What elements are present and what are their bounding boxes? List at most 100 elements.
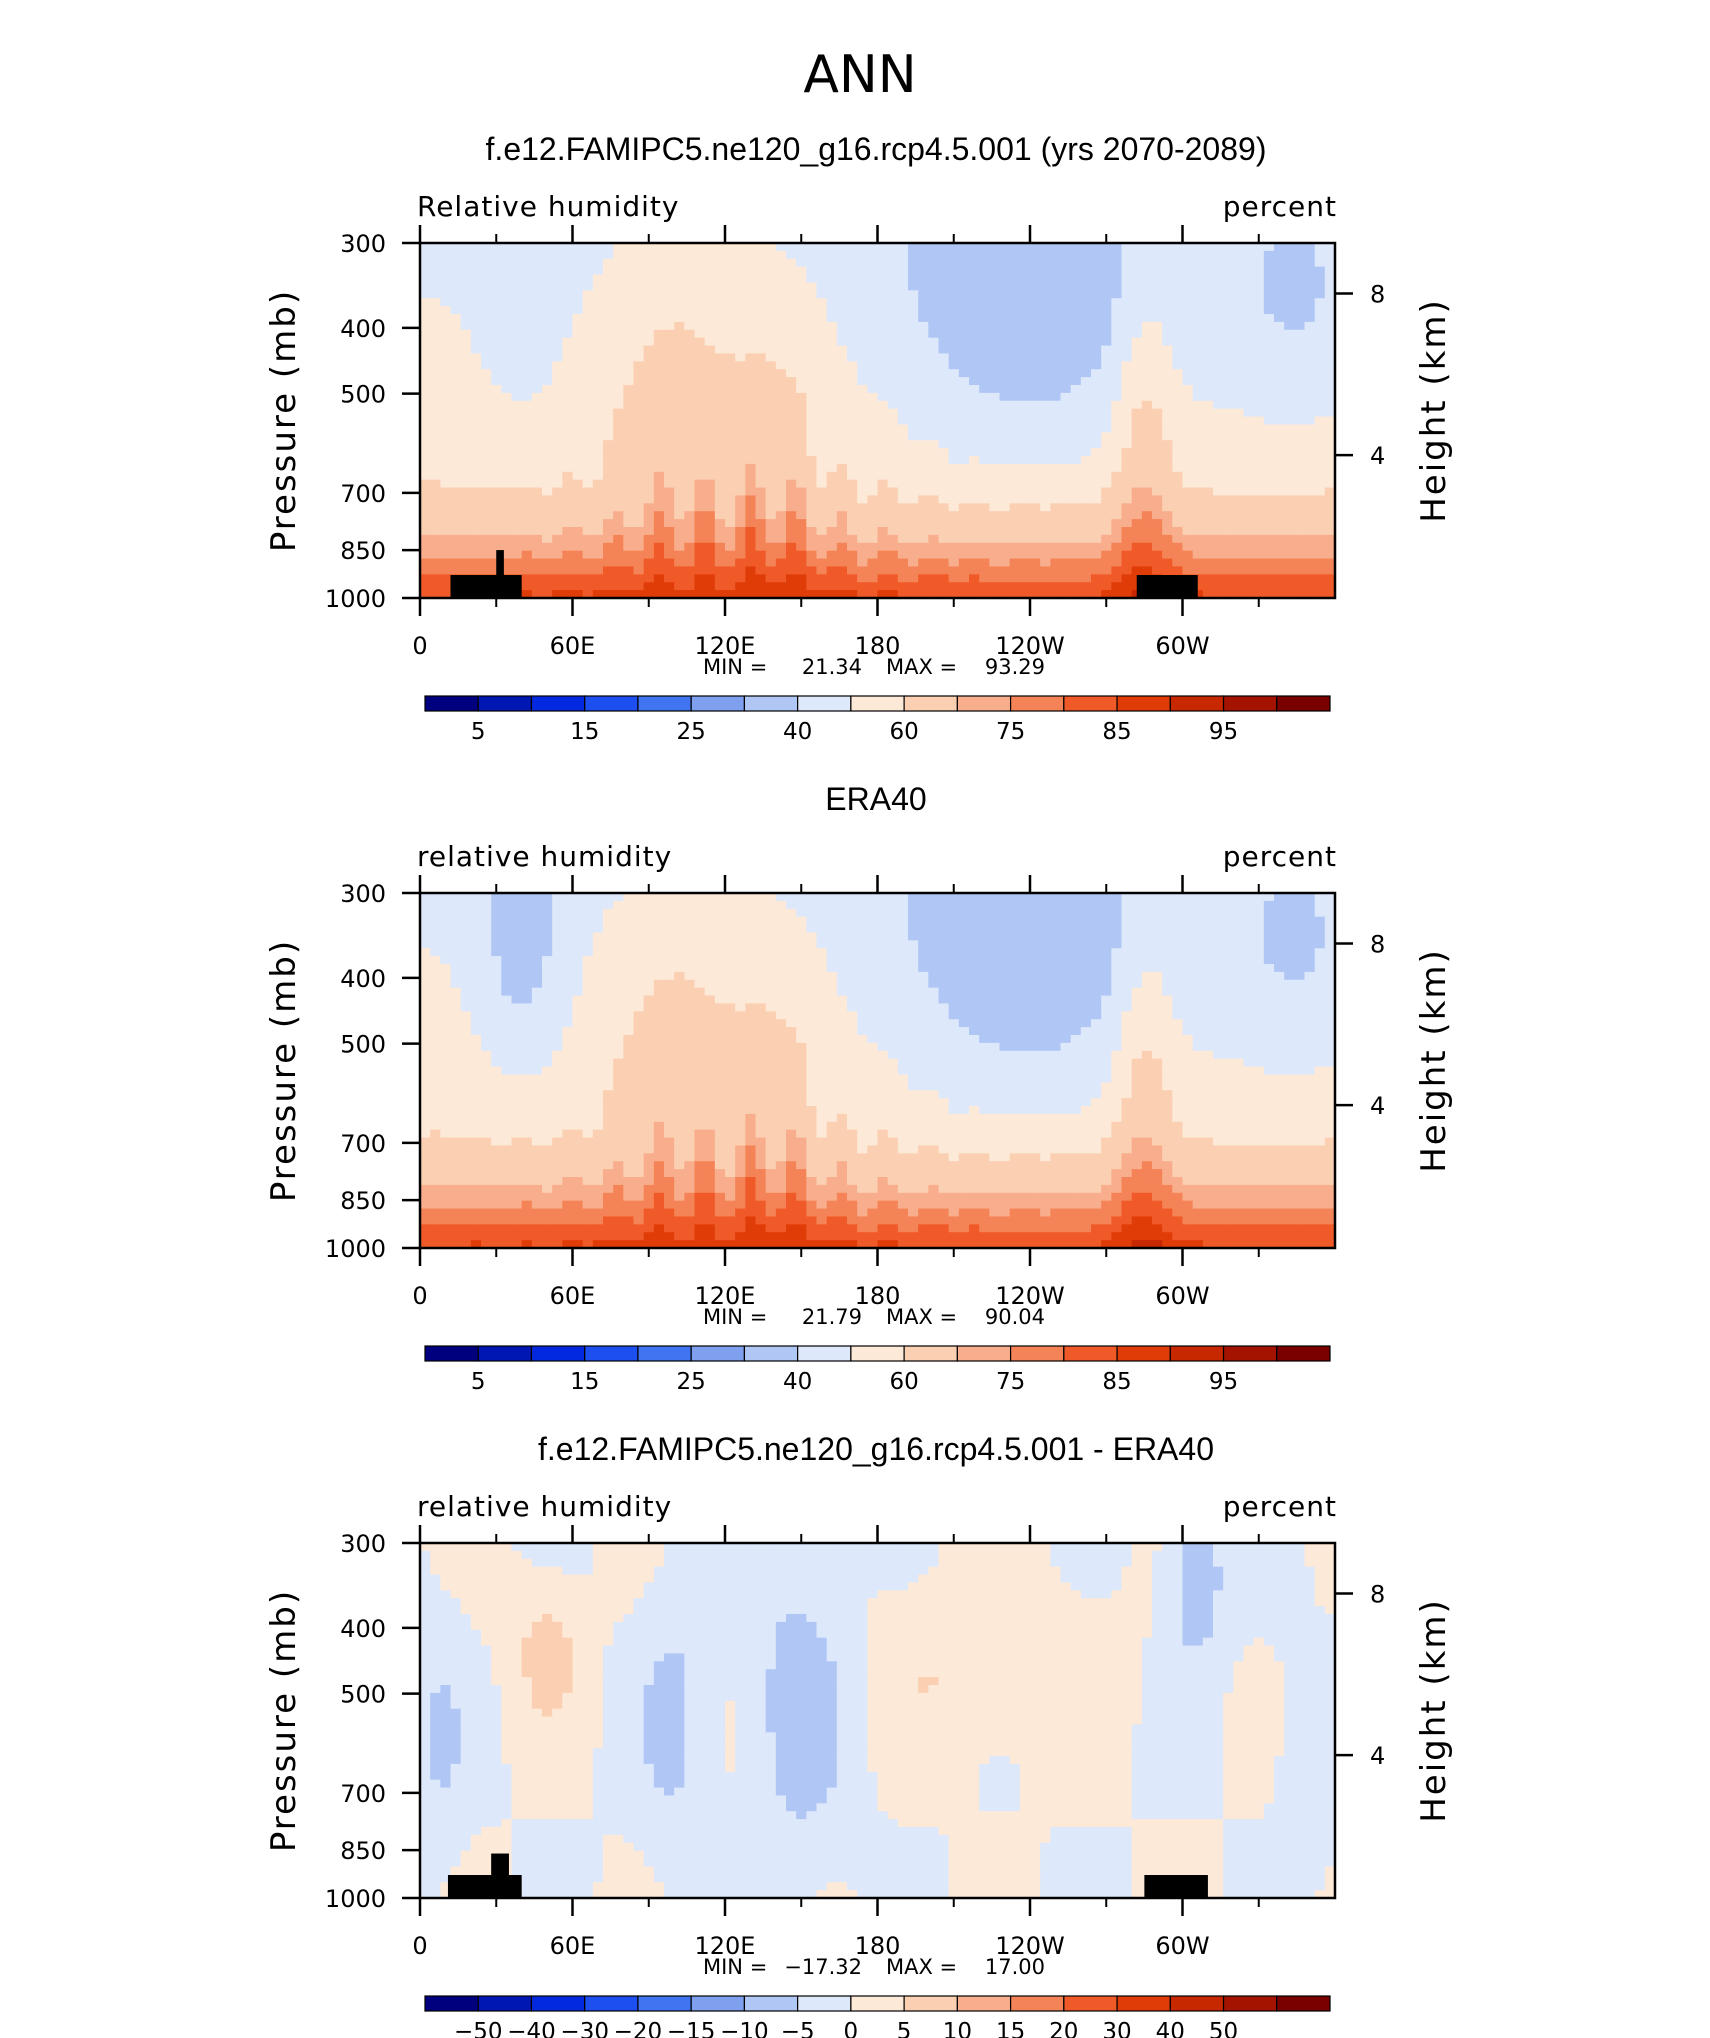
contour-cell <box>582 392 594 402</box>
contour-cell <box>775 566 787 575</box>
contour-cell <box>969 337 980 347</box>
contour-cell <box>440 337 452 347</box>
contour-cell <box>613 306 624 315</box>
contour-cell <box>989 337 1001 347</box>
contour-cell <box>765 353 777 362</box>
contour-cell <box>1080 290 1092 299</box>
contour-cell <box>1070 298 1082 307</box>
contour-cell <box>1111 948 1123 957</box>
contour-cell <box>1070 916 1082 926</box>
contour-cell <box>603 534 614 544</box>
contour-cell <box>1162 924 1173 934</box>
contour-cell <box>582 566 594 575</box>
contour-cell <box>725 908 736 918</box>
contour-cell <box>1172 916 1184 926</box>
contour-cell <box>1274 306 1285 315</box>
contour-cell <box>420 932 431 941</box>
contour-cell <box>1060 534 1072 544</box>
contour-cell <box>948 948 960 957</box>
contour-cell <box>1304 345 1316 355</box>
contour-cell <box>735 416 746 426</box>
contour-cell <box>450 250 462 260</box>
contour-cell <box>1294 243 1306 252</box>
contour-cell <box>450 503 462 512</box>
contour-cell <box>1243 361 1255 370</box>
contour-cell <box>958 321 970 331</box>
contour-cell <box>1324 582 1336 591</box>
contour-cell <box>1121 361 1133 370</box>
contour-cell <box>948 503 960 512</box>
contour-cell <box>440 487 452 497</box>
contour-cell <box>521 479 533 489</box>
contour-cell <box>816 511 828 520</box>
contour-cell <box>877 900 889 910</box>
contour-cell <box>857 400 868 410</box>
contour-cell <box>836 290 848 299</box>
contour-cell <box>1080 924 1092 934</box>
contour-cell <box>928 400 940 410</box>
contour-cell <box>1019 471 1031 481</box>
contour-cell <box>684 542 696 552</box>
contour-cell <box>775 298 787 307</box>
contour-cell <box>1141 424 1153 433</box>
contour-cell <box>1141 900 1153 910</box>
contour-cell <box>562 964 574 973</box>
contour-cell <box>521 392 533 402</box>
contour-cell <box>511 964 523 973</box>
contour-cell <box>1274 448 1285 457</box>
contour-cell <box>704 440 716 449</box>
contour-cell <box>562 448 574 457</box>
contour-cell <box>867 408 879 418</box>
contour-cell <box>1274 900 1285 910</box>
contour-cell <box>1131 392 1143 402</box>
contour-cell <box>450 893 462 902</box>
contour-cell <box>603 900 614 910</box>
contour-cell <box>1202 321 1214 331</box>
contour-cell <box>755 940 767 949</box>
contour-cell <box>897 456 909 465</box>
contour-cell <box>725 361 736 370</box>
contour-cell <box>562 274 574 284</box>
contour-cell <box>1274 893 1285 902</box>
contour-cell <box>796 463 807 473</box>
contour-cell <box>1233 392 1245 402</box>
contour-cell <box>1060 408 1072 418</box>
contour-cell <box>735 550 746 560</box>
contour-cell <box>684 495 696 504</box>
contour-cell <box>928 243 940 252</box>
contour-cell <box>420 400 431 410</box>
contour-cell <box>816 566 828 575</box>
contour-cell <box>786 916 797 926</box>
contour-cell <box>938 432 950 441</box>
contour-cell <box>806 479 818 489</box>
contour-cell <box>450 345 462 355</box>
contour-cell <box>450 940 462 949</box>
contour-cell <box>582 964 594 973</box>
contour-cell <box>969 956 980 965</box>
contour-cell <box>643 558 655 568</box>
contour-cell <box>1192 282 1204 291</box>
contour-cell <box>999 290 1011 299</box>
contour-cell <box>725 519 736 528</box>
contour-cell <box>1080 400 1092 410</box>
contour-cell <box>989 345 1001 355</box>
contour-cell <box>1009 487 1021 497</box>
contour-cell <box>460 916 472 926</box>
contour-cell <box>877 282 889 291</box>
contour-cell <box>877 582 889 591</box>
contour-cell <box>633 385 645 394</box>
contour-cell <box>1202 932 1214 941</box>
contour-cell <box>918 243 929 252</box>
contour-cell <box>755 274 767 284</box>
contour-cell <box>1182 900 1194 910</box>
contour-cell <box>775 940 787 949</box>
contour-cell <box>430 471 441 481</box>
contour-cell <box>755 258 767 268</box>
contour-cell <box>511 385 523 394</box>
contour-cell <box>836 456 848 465</box>
contour-cell <box>603 361 614 370</box>
contour-cell <box>908 369 919 378</box>
contour-cell <box>1091 345 1102 355</box>
contour-cell <box>613 956 624 965</box>
contour-cell <box>826 400 838 410</box>
